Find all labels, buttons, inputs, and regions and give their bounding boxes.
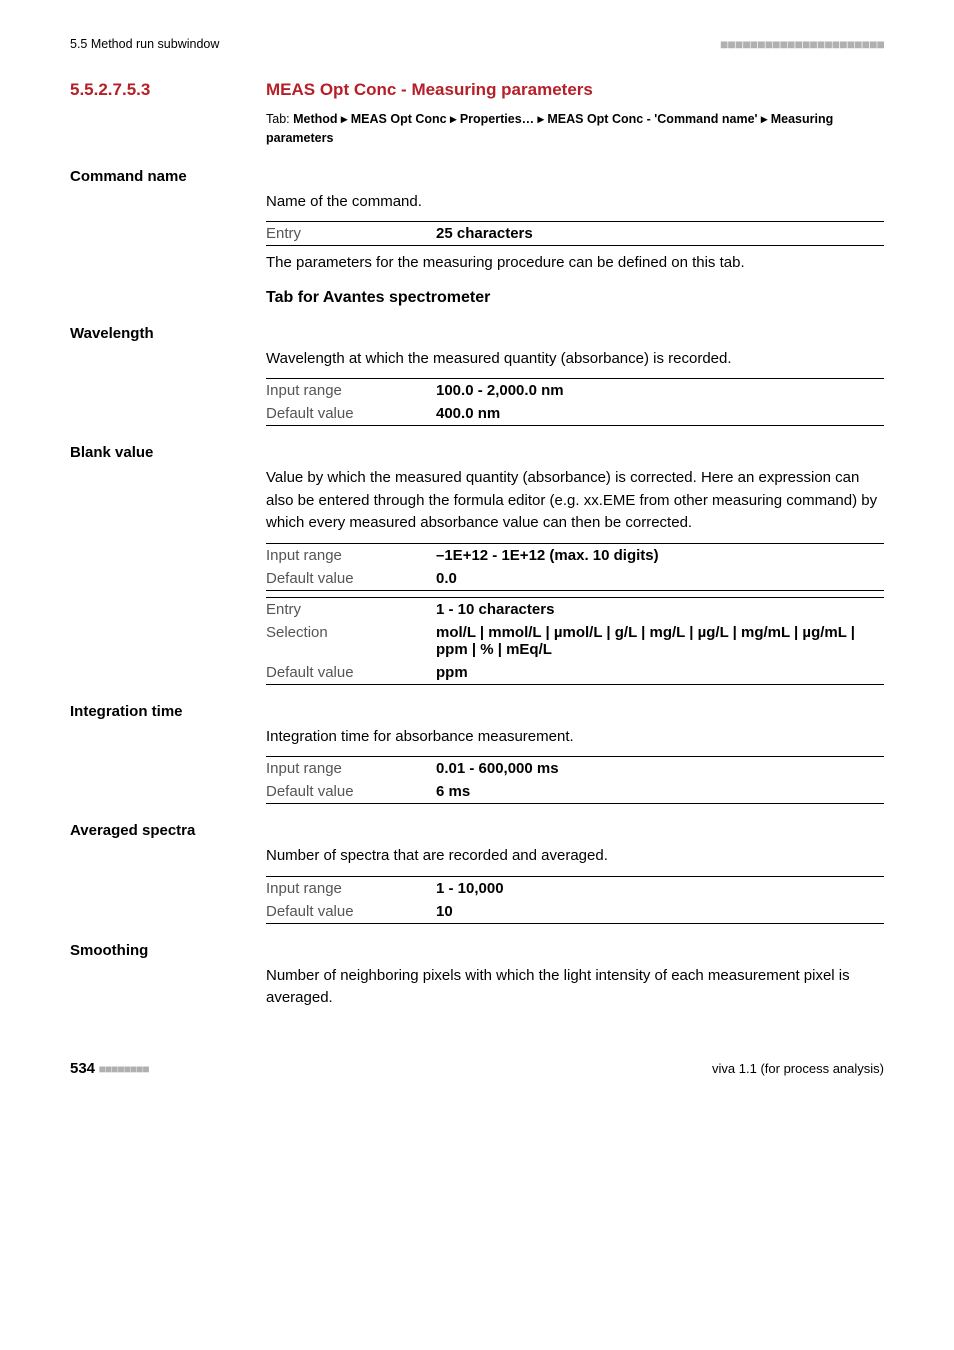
- command-name-after: The parameters for the measuring procedu…: [266, 252, 884, 275]
- integration-table: Input range 0.01 - 600,000 ms Default va…: [266, 756, 884, 804]
- footer-right: viva 1.1 (for process analysis): [712, 1061, 884, 1076]
- wavelength-default-label: Default value: [266, 402, 436, 426]
- avantes-subheading: Tab for Avantes spectrometer: [266, 289, 884, 307]
- field-integration-label: Integration time: [70, 703, 884, 720]
- footer-dots-icon: ■■■■■■■■: [99, 1062, 149, 1076]
- averaged-default-value: 10: [436, 900, 884, 924]
- field-integration-body: Integration time for absorbance measurem…: [266, 726, 884, 805]
- command-name-table: Entry 25 characters: [266, 221, 884, 246]
- averaged-default-label: Default value: [266, 900, 436, 924]
- field-averaged-label: Averaged spectra: [70, 822, 884, 839]
- tab-label: Tab:: [266, 112, 293, 126]
- entry-value: 25 characters: [436, 222, 884, 246]
- blank-default-value: 0.0: [436, 567, 884, 591]
- blank-table-1: Input range –1E+12 - 1E+12 (max. 10 digi…: [266, 543, 884, 591]
- wavelength-table: Input range 100.0 - 2,000.0 nm Default v…: [266, 378, 884, 426]
- averaged-desc: Number of spectra that are recorded and …: [266, 845, 884, 868]
- section-heading: 5.5.2.7.5.3 MEAS Opt Conc - Measuring pa…: [70, 80, 884, 100]
- command-name-desc: Name of the command.: [266, 191, 884, 214]
- blank-range-value: –1E+12 - 1E+12 (max. 10 digits): [436, 543, 884, 567]
- blank-default2-value: ppm: [436, 661, 884, 685]
- field-command-name-label: Command name: [70, 168, 884, 185]
- page-footer: 534 ■■■■■■■■ viva 1.1 (for process analy…: [70, 1060, 884, 1077]
- section-title: MEAS Opt Conc - Measuring parameters: [266, 80, 593, 100]
- integration-default-label: Default value: [266, 780, 436, 804]
- page-number: 534: [70, 1060, 95, 1077]
- integration-default-value: 6 ms: [436, 780, 884, 804]
- field-smoothing-body: Number of neighboring pixels with which …: [266, 965, 884, 1010]
- field-blank-body: Value by which the measured quantity (ab…: [266, 467, 884, 685]
- blank-entry-value: 1 - 10 characters: [436, 597, 884, 621]
- wavelength-range-value: 100.0 - 2,000.0 nm: [436, 379, 884, 403]
- tab-path-text: Method ▸ MEAS Opt Conc ▸ Properties… ▸ M…: [266, 112, 833, 145]
- field-wavelength-label: Wavelength: [70, 325, 884, 342]
- field-wavelength-body: Wavelength at which the measured quantit…: [266, 348, 884, 427]
- field-averaged-body: Number of spectra that are recorded and …: [266, 845, 884, 924]
- footer-left: 534 ■■■■■■■■: [70, 1060, 149, 1077]
- wavelength-desc: Wavelength at which the measured quantit…: [266, 348, 884, 371]
- blank-default-label: Default value: [266, 567, 436, 591]
- averaged-table: Input range 1 - 10,000 Default value 10: [266, 876, 884, 924]
- page-container: 5.5 Method run subwindow ■■■■■■■■■■■■■■■…: [0, 0, 954, 1157]
- blank-range-label: Input range: [266, 543, 436, 567]
- blank-entry-label: Entry: [266, 597, 436, 621]
- wavelength-range-label: Input range: [266, 379, 436, 403]
- averaged-range-value: 1 - 10,000: [436, 876, 884, 900]
- field-smoothing-label: Smoothing: [70, 942, 884, 959]
- header-dots-icon: ■■■■■■■■■■■■■■■■■■■■■■: [720, 36, 884, 52]
- tab-path-block: Tab: Method ▸ MEAS Opt Conc ▸ Properties…: [266, 110, 884, 148]
- field-command-name-body: Name of the command. Entry 25 characters…: [266, 191, 884, 307]
- blank-default2-label: Default value: [266, 661, 436, 685]
- blank-selection-label: Selection: [266, 621, 436, 661]
- page-header: 5.5 Method run subwindow ■■■■■■■■■■■■■■■…: [70, 36, 884, 52]
- blank-table-2: Entry 1 - 10 characters Selection mol/L …: [266, 597, 884, 685]
- wavelength-default-value: 400.0 nm: [436, 402, 884, 426]
- header-left: 5.5 Method run subwindow: [70, 37, 219, 51]
- smoothing-desc: Number of neighboring pixels with which …: [266, 965, 884, 1010]
- blank-desc: Value by which the measured quantity (ab…: [266, 467, 884, 535]
- field-blank-label: Blank value: [70, 444, 884, 461]
- integration-range-label: Input range: [266, 757, 436, 781]
- blank-selection-value: mol/L | mmol/L | µmol/L | g/L | mg/L | µ…: [436, 621, 884, 661]
- tab-path: Tab: Method ▸ MEAS Opt Conc ▸ Properties…: [266, 110, 884, 148]
- averaged-range-label: Input range: [266, 876, 436, 900]
- entry-label: Entry: [266, 222, 436, 246]
- section-number: 5.5.2.7.5.3: [70, 80, 266, 100]
- integration-desc: Integration time for absorbance measurem…: [266, 726, 884, 749]
- integration-range-value: 0.01 - 600,000 ms: [436, 757, 884, 781]
